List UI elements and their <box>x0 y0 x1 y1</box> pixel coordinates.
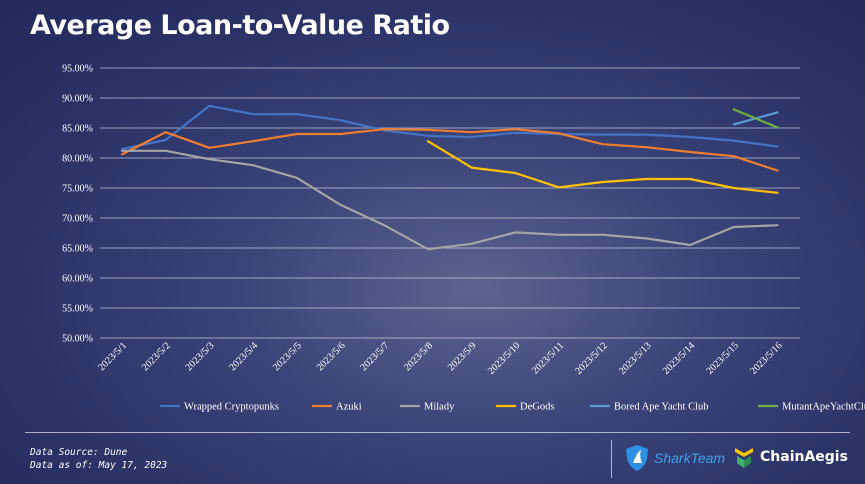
series-lines <box>120 104 779 251</box>
x-tick-label: 2023/5/6 <box>315 340 348 373</box>
series-line-milady <box>120 149 779 251</box>
legend: Wrapped Cryptopunks Azuki Milady DeGods Bore… <box>160 402 865 413</box>
x-tick-label: 2023/5/12 <box>573 340 609 376</box>
x-tick-label: 2023/5/13 <box>617 340 653 376</box>
y-tick-label: 65.00% <box>62 244 93 255</box>
y-axis-ticks: 50.00% 55.00% 60.00% 65.00% 70.00% 75.00% 80.0… <box>62 64 93 345</box>
footer-vertical-divider <box>611 440 612 478</box>
y-tick-label: 70.00% <box>62 214 93 225</box>
x-tick-label: 2023/5/8 <box>402 340 435 373</box>
sharkteam-logo: SharkTeam <box>624 444 725 472</box>
chainaegis-icon <box>735 448 753 468</box>
legend-label: DeGods <box>520 402 554 413</box>
x-axis-ticks: 2023/5/1 2023/5/2 2023/5/3 2023/5/4 2023/5/5… <box>96 340 784 376</box>
x-tick-label: 2023/5/9 <box>446 340 479 373</box>
series-line-azuki <box>120 128 779 172</box>
x-tick-label: 2023/5/15 <box>704 340 740 376</box>
legend-label: Azuki <box>336 402 362 413</box>
legend-label: Milady <box>424 402 455 413</box>
x-tick-label: 2023/5/5 <box>271 340 304 373</box>
y-tick-label: 90.00% <box>62 94 93 105</box>
x-tick-label: 2023/5/2 <box>140 340 173 373</box>
series-line-mutantapeyachtclub <box>732 108 779 129</box>
x-tick-label: 2023/5/11 <box>530 340 566 376</box>
y-tick-label: 60.00% <box>62 274 93 285</box>
data-asof-text: Data as of: May 17, 2023 <box>30 460 168 471</box>
y-tick-label: 80.00% <box>62 154 93 165</box>
shark-shield-icon <box>626 445 648 471</box>
data-source-text: Data Source: Dune <box>30 447 128 458</box>
x-tick-label: 2023/5/7 <box>358 340 391 373</box>
x-tick-label: 2023/5/14 <box>661 340 697 376</box>
y-tick-label: 95.00% <box>62 64 93 75</box>
x-tick-label: 2023/5/16 <box>748 340 784 376</box>
series-line-wrapped-cryptopunks <box>120 104 779 151</box>
y-tick-label: 75.00% <box>62 184 93 195</box>
sharkteam-text: SharkTeam <box>654 450 726 466</box>
series-line-degods <box>426 140 779 194</box>
chainaegis-text: ChainAegis <box>760 449 848 465</box>
x-tick-label: 2023/5/1 <box>96 340 129 373</box>
footer-divider <box>25 432 850 433</box>
y-tick-label: 55.00% <box>62 304 93 315</box>
line-chart: 50.00% 55.00% 60.00% 65.00% 70.00% 75.00% 80.0… <box>62 64 865 413</box>
chart-title: Average Loan-to-Value Ratio <box>30 10 450 41</box>
x-tick-label: 2023/5/4 <box>227 340 260 373</box>
legend-label: Wrapped Cryptopunks <box>184 402 279 413</box>
x-tick-label: 2023/5/10 <box>486 340 522 376</box>
legend-label: Bored Ape Yacht Club <box>614 402 709 413</box>
y-tick-label: 50.00% <box>62 334 93 345</box>
chainaegis-logo: ChainAegis <box>733 444 848 470</box>
legend-label: MutantApeYachtClub <box>782 402 865 413</box>
x-tick-label: 2023/5/3 <box>184 340 217 373</box>
grid-lines <box>100 67 800 339</box>
y-tick-label: 85.00% <box>62 124 93 135</box>
